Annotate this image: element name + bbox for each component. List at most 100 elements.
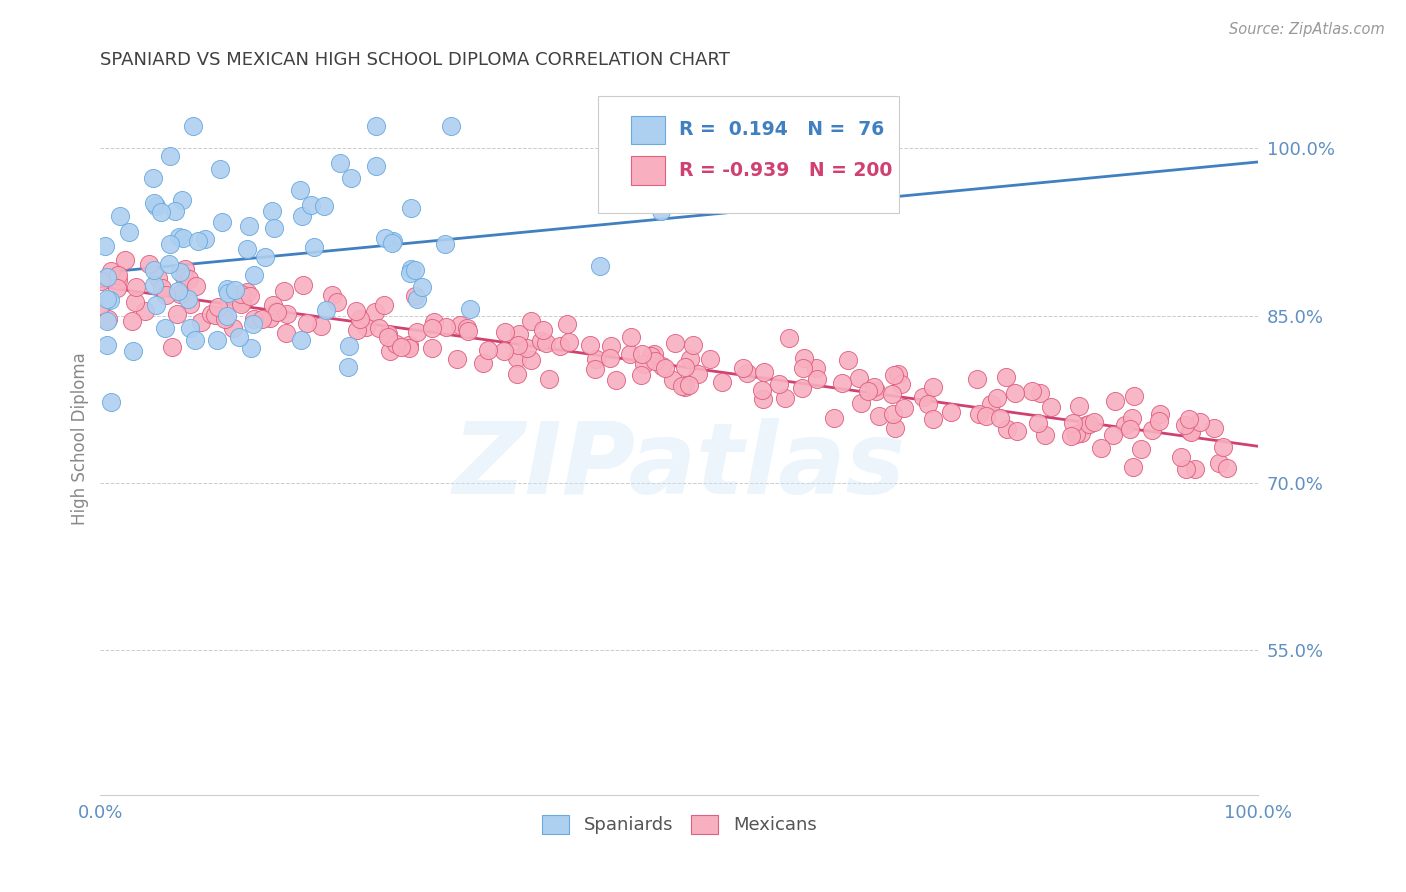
Point	[883, 368, 905, 382]
Point	[190, 314, 212, 328]
Point	[98, 293, 121, 307]
Point	[1021, 384, 1043, 398]
Point	[673, 359, 696, 374]
Point	[1178, 424, 1201, 438]
Point	[411, 280, 433, 294]
Point	[686, 367, 709, 381]
Point	[381, 234, 404, 248]
Point	[804, 361, 827, 376]
Point	[377, 330, 399, 344]
Point	[146, 271, 169, 285]
Point	[1028, 386, 1050, 401]
Point	[276, 307, 298, 321]
Point	[735, 366, 758, 380]
Point	[344, 304, 367, 318]
Point	[620, 329, 643, 343]
Point	[630, 368, 652, 382]
Point	[1060, 429, 1083, 443]
Point	[211, 215, 233, 229]
Point	[215, 309, 238, 323]
Point	[1140, 423, 1163, 437]
Point	[179, 320, 201, 334]
Point	[398, 266, 420, 280]
Point	[177, 293, 200, 307]
Point	[288, 183, 311, 197]
Point	[122, 344, 145, 359]
Point	[440, 119, 463, 133]
Point	[1069, 399, 1091, 413]
Point	[94, 238, 117, 252]
Point	[184, 333, 207, 347]
Point	[1114, 417, 1136, 432]
Point	[1174, 417, 1197, 432]
Point	[631, 347, 654, 361]
Point	[966, 372, 988, 386]
Point	[682, 338, 704, 352]
Point	[1033, 428, 1056, 442]
Point	[851, 396, 873, 410]
Point	[266, 305, 288, 319]
Point	[406, 325, 429, 339]
Point	[856, 384, 879, 398]
Point	[398, 341, 420, 355]
Point	[678, 378, 700, 392]
Point	[619, 347, 641, 361]
Point	[96, 314, 118, 328]
Point	[1078, 417, 1101, 431]
Point	[1076, 418, 1098, 433]
Point	[922, 411, 945, 425]
Point	[1130, 442, 1153, 456]
Point	[644, 354, 666, 368]
Point	[1174, 462, 1197, 476]
Point	[142, 262, 165, 277]
Point	[751, 392, 773, 406]
Point	[207, 300, 229, 314]
Point	[643, 346, 665, 360]
Point	[884, 421, 907, 435]
Point	[520, 313, 543, 327]
Point	[1202, 421, 1225, 435]
Point	[364, 305, 387, 319]
Point	[1123, 389, 1146, 403]
Point	[229, 297, 252, 311]
Point	[1104, 394, 1126, 409]
Point	[398, 337, 420, 351]
Point	[326, 294, 349, 309]
Point	[340, 170, 363, 185]
Point	[231, 294, 253, 309]
Point	[215, 282, 238, 296]
Point	[107, 268, 129, 282]
Point	[600, 339, 623, 353]
Point	[378, 344, 401, 359]
Point	[976, 409, 998, 424]
Point	[366, 119, 388, 133]
Point	[1180, 425, 1202, 440]
Point	[96, 337, 118, 351]
Text: SPANIARD VS MEXICAN HIGH SCHOOL DIPLOMA CORRELATION CHART: SPANIARD VS MEXICAN HIGH SCHOOL DIPLOMA …	[100, 51, 730, 69]
Point	[1121, 411, 1143, 425]
Point	[1212, 440, 1234, 454]
Point	[792, 361, 814, 376]
Point	[790, 382, 813, 396]
Point	[167, 284, 190, 298]
Point	[550, 339, 572, 353]
Point	[218, 295, 240, 310]
Point	[917, 397, 939, 411]
Point	[291, 209, 314, 223]
Point	[243, 268, 266, 282]
Point	[890, 376, 912, 391]
Point	[1026, 416, 1049, 430]
Point	[262, 298, 284, 312]
Point	[259, 310, 281, 325]
Point	[108, 209, 131, 223]
Point	[1184, 462, 1206, 476]
Point	[995, 422, 1018, 436]
Point	[228, 330, 250, 344]
Point	[1122, 460, 1144, 475]
Point	[589, 260, 612, 274]
Point	[599, 351, 621, 365]
Point	[321, 287, 343, 301]
Point	[368, 321, 391, 335]
Point	[142, 171, 165, 186]
Point	[145, 298, 167, 312]
